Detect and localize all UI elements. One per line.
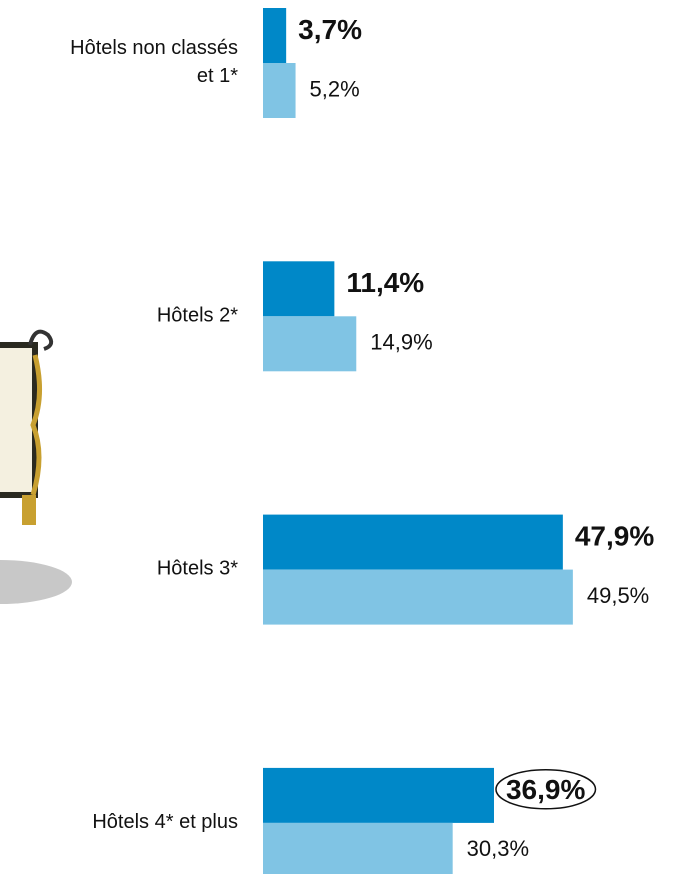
category-label: Hôtels non classés et 1* (70, 37, 238, 87)
bar (263, 8, 287, 63)
value-label: 11,4% (346, 267, 424, 298)
bar (263, 569, 573, 625)
bar (263, 316, 357, 372)
highlight-circle (495, 769, 597, 810)
value-label: 49,5% (587, 583, 649, 608)
decoration (0, 329, 72, 604)
value-label: 5,2% (310, 76, 360, 101)
bar (263, 822, 453, 874)
value-label: 3,7% (298, 14, 362, 45)
category-label: Hôtels 4* et plus (92, 811, 238, 833)
category-label: Hôtels 3* (157, 558, 238, 580)
bar (263, 767, 494, 823)
bar (263, 261, 335, 317)
value-label: 47,9% (575, 520, 654, 551)
value-label: 14,9% (370, 330, 432, 355)
category-label: Hôtels 2* (157, 305, 238, 327)
value-label: 36,9% (506, 774, 585, 805)
bar (263, 63, 296, 118)
value-label: 30,3% (467, 836, 529, 861)
bar (263, 514, 563, 570)
